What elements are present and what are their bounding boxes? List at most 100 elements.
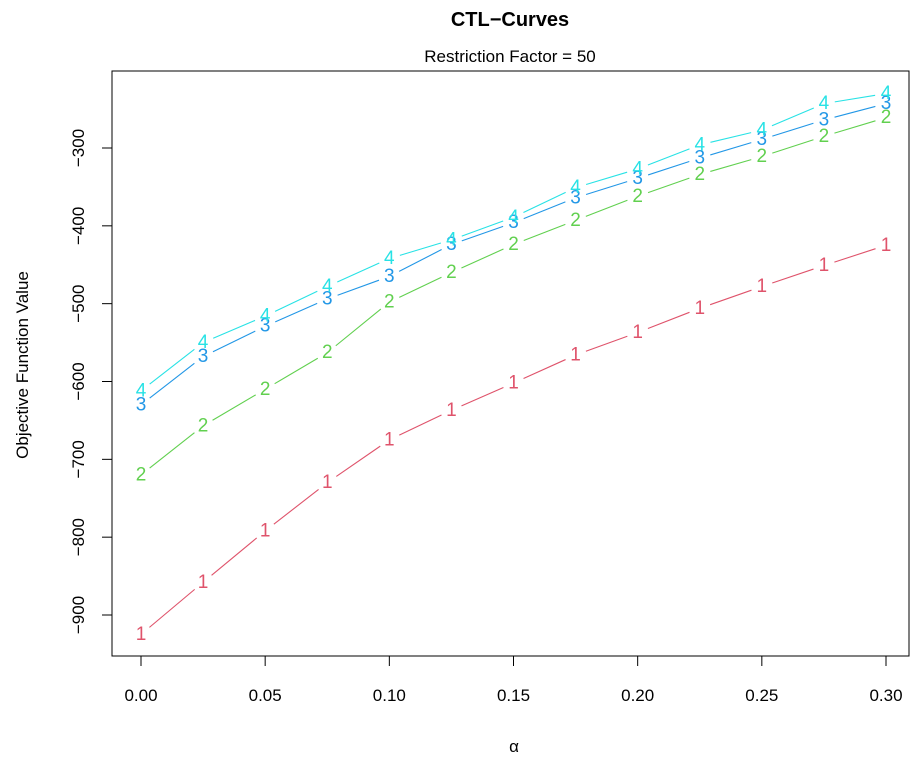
series-2-segment [149,432,195,469]
series-2-segment [772,139,814,154]
series-3-segment [523,201,566,220]
series-3-point: 3 [632,168,643,189]
series-4-point: 4 [632,159,643,180]
series-3-point: 3 [198,346,209,367]
series-2-point: 2 [819,126,830,147]
series-1-point: 1 [819,255,830,276]
series-2-point: 2 [384,292,395,313]
series-1-point: 1 [198,572,209,593]
x-tick-label: 0.30 [869,686,902,705]
x-tick-label: 0.10 [373,686,406,705]
series-3-segment [585,181,628,196]
series-4-segment [585,171,628,186]
series-3-segment [212,330,256,353]
series-1-point: 1 [136,624,147,645]
series-3-segment [772,122,814,137]
series-2-point: 2 [136,464,147,485]
series-3-segment [710,142,752,156]
series-4-point: 4 [384,248,395,269]
series-layer: 1111111111111222222222222233333333333334… [136,83,892,645]
series-4-segment [337,262,380,283]
series-2-point: 2 [198,415,209,436]
series-3-point: 3 [384,266,395,287]
series-1-segment [149,588,196,628]
y-tick-label: −700 [69,440,88,478]
x-tick-label: 0.25 [745,686,778,705]
series-3: 3 3 3 3 3 3 3 3 3 3 3 3 3 [136,93,892,415]
series-4-segment [771,107,815,127]
series-1-segment [273,488,319,525]
series-1-segment [585,335,628,352]
series-2: 2 2 2 2 2 2 2 2 2 2 2 2 2 [136,107,892,485]
series-3-point: 3 [260,316,271,337]
series-1-segment [399,414,442,436]
series-3-segment [275,302,318,323]
series-1-point: 1 [881,235,892,256]
series-3-point: 3 [322,288,333,309]
y-axis: −900 −800 −700 −600 −500 −400 −300 [69,129,113,634]
series-2-segment [212,394,256,421]
series-2-segment [335,308,382,347]
series-3-point: 3 [136,394,147,415]
series-1: 1 1 1 1 1 1 1 1 1 1 1 1 1 [136,235,892,645]
series-3-point: 3 [757,129,768,150]
series-1-point: 1 [446,400,457,421]
x-tick-label: 0.05 [249,686,282,705]
series-2-segment [399,276,442,298]
series-1-segment [523,359,566,380]
series-4-point: 4 [757,120,768,141]
series-1-point: 1 [508,373,519,394]
series-3-segment [398,249,442,272]
series-1-segment [335,445,381,477]
series-1-segment [834,248,876,263]
series-4-segment [274,290,318,312]
x-tick-label: 0.00 [124,686,157,705]
series-3-point: 3 [819,109,830,130]
series-3-segment [149,362,195,399]
series-3-point: 3 [446,234,457,255]
series-4-segment [647,148,690,166]
series-4-point: 4 [508,207,519,228]
series-3-point: 3 [508,212,519,233]
series-1-point: 1 [322,472,333,493]
x-tick-label: 0.20 [621,686,654,705]
series-4-point: 4 [136,380,147,401]
x-axis-label: α [509,737,519,756]
series-1-segment [772,268,814,284]
series-1-segment [647,311,690,329]
y-tick-label: −500 [69,285,88,323]
series-4-point: 4 [881,83,892,104]
series-4-segment [461,220,504,237]
y-tick-label: −400 [69,207,88,245]
series-1-segment [709,289,752,306]
series-2-point: 2 [508,234,519,255]
y-tick-label: −300 [69,129,88,167]
series-2-segment [834,120,876,134]
series-4-point: 4 [198,332,209,353]
series-2-point: 2 [881,107,892,128]
series-3-point: 3 [881,93,892,114]
series-1-point: 1 [260,520,271,541]
series-2-point: 2 [757,146,768,167]
series-2-point: 2 [260,379,271,400]
series-1-point: 1 [694,298,705,319]
y-axis-label: Objective Function Value [13,271,32,459]
series-3-segment [834,105,876,118]
series-4-segment [834,94,876,103]
series-2-point: 2 [322,342,333,363]
series-3-point: 3 [570,187,581,208]
series-1-point: 1 [632,322,643,343]
series-4-point: 4 [819,93,830,114]
series-3-segment [461,225,504,242]
series-4-point: 4 [446,229,457,250]
series-2-segment [523,223,566,242]
series-1-point: 1 [570,345,581,366]
series-2-point: 2 [570,210,581,231]
y-tick-label: −600 [69,362,88,400]
series-4: 4 4 4 4 4 4 4 4 4 4 4 4 4 [136,83,892,401]
series-1-point: 1 [384,429,395,450]
y-tick-label: −900 [69,596,88,634]
series-4-point: 4 [322,276,333,297]
plot-box [111,70,910,657]
